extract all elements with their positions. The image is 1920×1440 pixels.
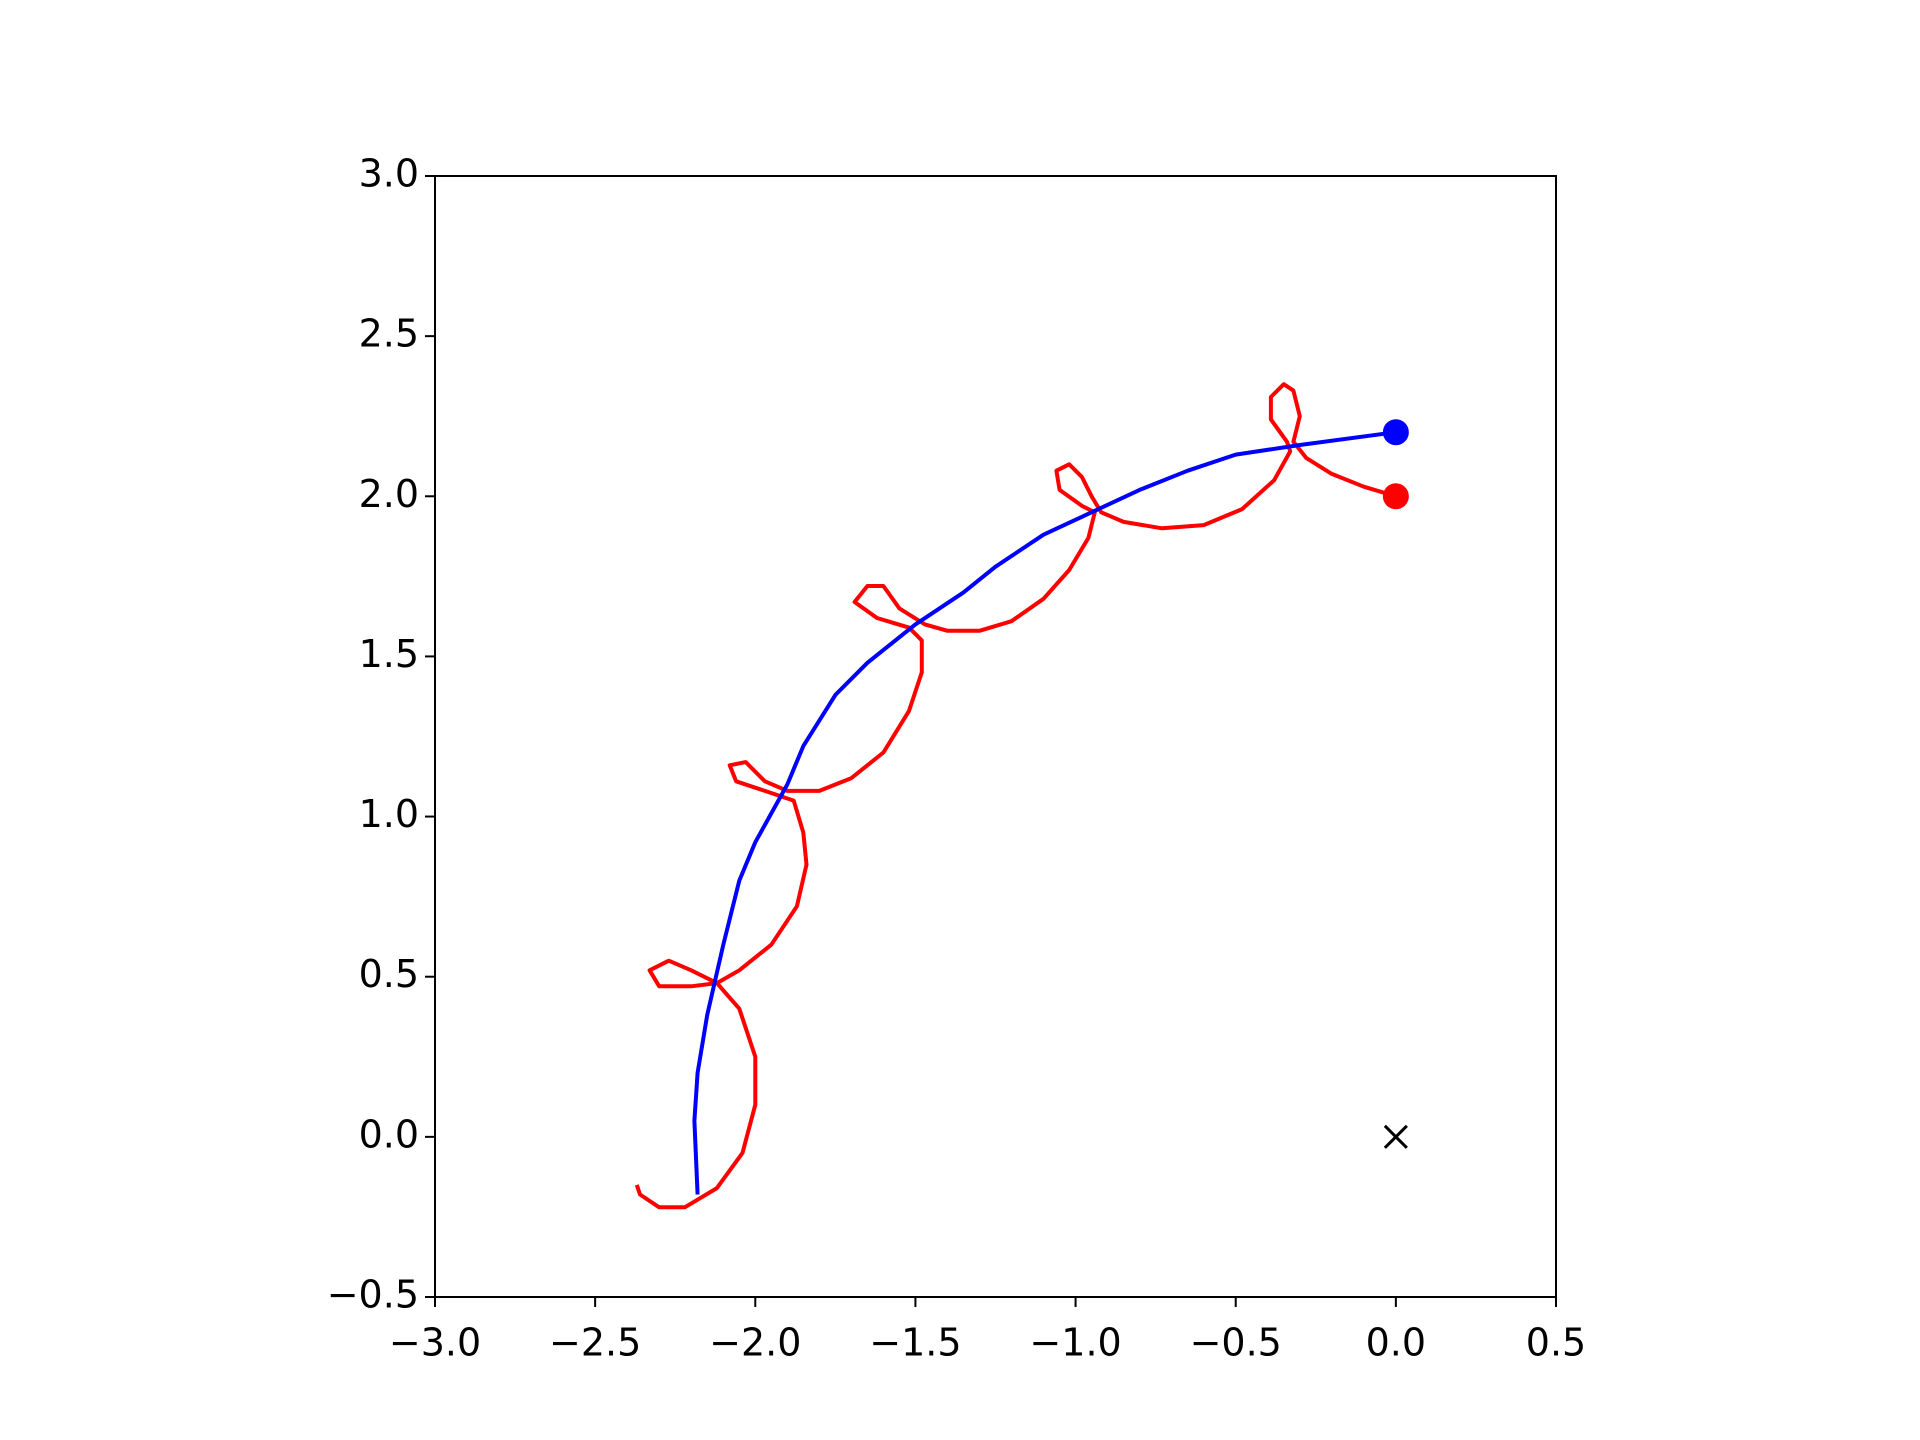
x-tick-label: −2.0	[709, 1321, 801, 1365]
y-tick-label: 2.0	[359, 472, 419, 516]
y-tick-label: 2.5	[359, 312, 419, 356]
x-tick-label: −1.5	[869, 1321, 961, 1365]
x-tick-label: −2.5	[549, 1321, 641, 1365]
x-tick-label: −0.5	[1190, 1321, 1282, 1365]
series-line	[634, 382, 1397, 1210]
series-line	[692, 430, 1397, 1195]
y-tick-label: 1.5	[359, 632, 419, 676]
plot-frame	[434, 175, 1557, 1298]
y-tick-label: −0.5	[327, 1273, 419, 1317]
y-tick-label: 3.0	[359, 152, 419, 196]
y-tick-label: 1.0	[359, 792, 419, 836]
point-marker	[1382, 419, 1409, 446]
x-tick-label: −3.0	[389, 1321, 481, 1365]
point-marker	[1382, 483, 1409, 510]
x-tick-label: 0.0	[1366, 1321, 1426, 1365]
x-tick-label: −1.0	[1029, 1321, 1121, 1365]
x-tick-label: 0.5	[1526, 1321, 1586, 1365]
y-tick-label: 0.0	[359, 1112, 419, 1156]
x-marker	[1383, 1124, 1408, 1149]
y-tick-label: 0.5	[359, 952, 419, 996]
